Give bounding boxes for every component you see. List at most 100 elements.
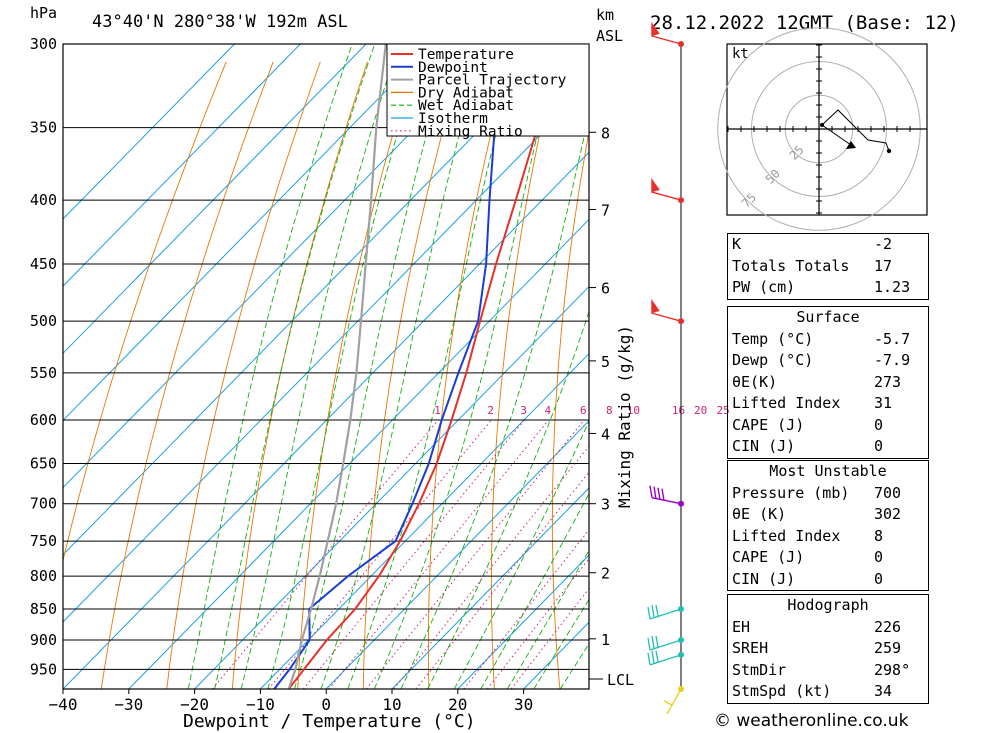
legend-label: Parcel Trajectory (418, 73, 567, 89)
temp-tick-label: −20 (180, 695, 209, 714)
isotherm-line (63, 84, 589, 623)
mixing-ratio-line (365, 419, 585, 689)
pressure-tick-label: 750 (30, 532, 57, 550)
pressure-tick-label: 400 (30, 191, 57, 209)
pressure-tick-label: 700 (30, 495, 57, 513)
hodograph-point (886, 148, 892, 154)
pressure-tick-label: 450 (30, 255, 57, 273)
table-row: Lifted Index 8 (728, 526, 928, 548)
row-value: 302 (874, 505, 902, 523)
dry-adiabat-line (931, 62, 1000, 689)
mixing-ratio-label: 10 (627, 404, 640, 417)
row-value: 273 (874, 372, 902, 391)
km-tick-label: 8 (601, 124, 610, 142)
row-label: θE(K) (732, 372, 778, 391)
row-value: 700 (874, 483, 902, 502)
hodograph-title: Hodograph (787, 596, 869, 614)
row-label: CIN (J) (732, 569, 796, 588)
pressure-tick-label: 600 (30, 411, 57, 429)
x-axis-label: Dewpoint / Temperature (°C) (183, 711, 476, 732)
legend-label: Mixing Ratio (418, 124, 523, 140)
table-row: θE (K) 302 (728, 504, 928, 526)
temp-tick-label: 30 (514, 695, 533, 714)
surface-table: Surface Temp (°C) -5.7 Dewp (°C) -7.9 θE(K) 2… (727, 306, 929, 459)
wet-adiabat-line (187, 44, 353, 689)
pressure-tick-label: 500 (30, 312, 57, 330)
wind-pennant (652, 24, 659, 36)
pressure-tick-label: 350 (30, 119, 57, 137)
row-value: 0 (874, 569, 884, 588)
row-value: 8 (874, 526, 884, 545)
isotherm-line (63, 44, 367, 355)
row-value: -5.7 (874, 329, 911, 348)
row-label: Lifted Index (732, 526, 841, 545)
mixing-ratio-label: 1 (434, 404, 441, 417)
dry-adiabat-line (362, 61, 462, 689)
temp-tick-label: 10 (382, 695, 401, 714)
indices-table: K -2 Totals Totals 17 PW (cm) 1.23 (727, 233, 929, 300)
table-row: PW (cm) 1.23 (728, 277, 928, 299)
legend-label: Temperature (418, 47, 514, 63)
table-row: Dewp (°C) -7.9 (728, 350, 928, 372)
mixing-ratio-axis-label: Mixing Ratio (g/kg) (615, 325, 634, 508)
dry-adiabat-line (551, 129, 589, 689)
hodograph-unit: kt (732, 46, 749, 62)
pressure-tick-label: 900 (30, 631, 57, 649)
dry-adiabat-line (979, 62, 1000, 689)
dry-adiabat-line (100, 61, 274, 689)
mixing-ratio-label: 20 (694, 404, 707, 417)
row-value: 0 (874, 437, 884, 455)
pressure-tick-label: 950 (30, 660, 57, 678)
wet-adiabat-line (400, 112, 589, 689)
row-value: 0 (874, 548, 884, 566)
mixing-ratio-line (486, 557, 589, 689)
wet-adiabat-line (373, 44, 560, 689)
mixing-ratio-label: 16 (672, 404, 685, 417)
dry-adiabat-line (166, 61, 321, 689)
pressure-tick-label: 850 (30, 600, 57, 618)
isotherm-line (63, 151, 589, 689)
row-label: SREH (732, 639, 769, 657)
km-tick-label: 7 (601, 201, 610, 219)
row-value: 17 (874, 256, 893, 275)
isotherm-line (63, 44, 235, 220)
row-value: 0 (874, 415, 884, 434)
row-label: PW (cm) (732, 278, 796, 296)
series-dewpoint (273, 44, 525, 689)
hodograph-trace (821, 109, 890, 152)
wet-adiabat-line (480, 492, 589, 689)
wind-barb (647, 604, 682, 620)
wet-adiabat-line (214, 44, 376, 689)
series-temperature (287, 44, 563, 689)
legend-label: Wet Adiabat (418, 98, 514, 114)
surface-title: Surface (796, 308, 860, 326)
most-unstable-table: Most Unstable Pressure (mb) 700 θE (K) 302 L… (727, 460, 929, 591)
row-label: Temp (°C) (732, 329, 814, 348)
row-label: K (732, 235, 742, 253)
wind-profile (647, 21, 684, 715)
row-value: 226 (874, 617, 902, 636)
row-label: Pressure (mb) (732, 483, 850, 502)
wet-adiabat-line (347, 44, 520, 689)
row-label: Dewp (°C) (732, 351, 814, 369)
wet-adiabat-line (427, 310, 589, 689)
storm-motion-marker (846, 141, 856, 149)
row-value: 259 (874, 639, 902, 657)
row-value: 34 (874, 682, 893, 700)
km-tick-label: 1 (601, 631, 610, 649)
dry-adiabat-line (427, 61, 510, 689)
footer-credit: © weatheronline.co.uk (714, 711, 909, 731)
datetime-title: 28.12.2022 12GMT (Base: 12) (650, 12, 959, 34)
table-row: CAPE (J) 0 (728, 415, 928, 437)
lcl-label: LCL (607, 671, 634, 689)
wet-adiabat-line (293, 44, 454, 689)
row-label: EH (732, 617, 751, 636)
pressure-tick-label: 300 (30, 35, 57, 53)
row-value: 298° (874, 660, 911, 679)
table-row: CAPE (J) 0 (728, 547, 928, 569)
row-label: CAPE (J) (732, 415, 805, 434)
isotherm-line (194, 285, 589, 689)
row-label: StmDir (732, 660, 787, 679)
